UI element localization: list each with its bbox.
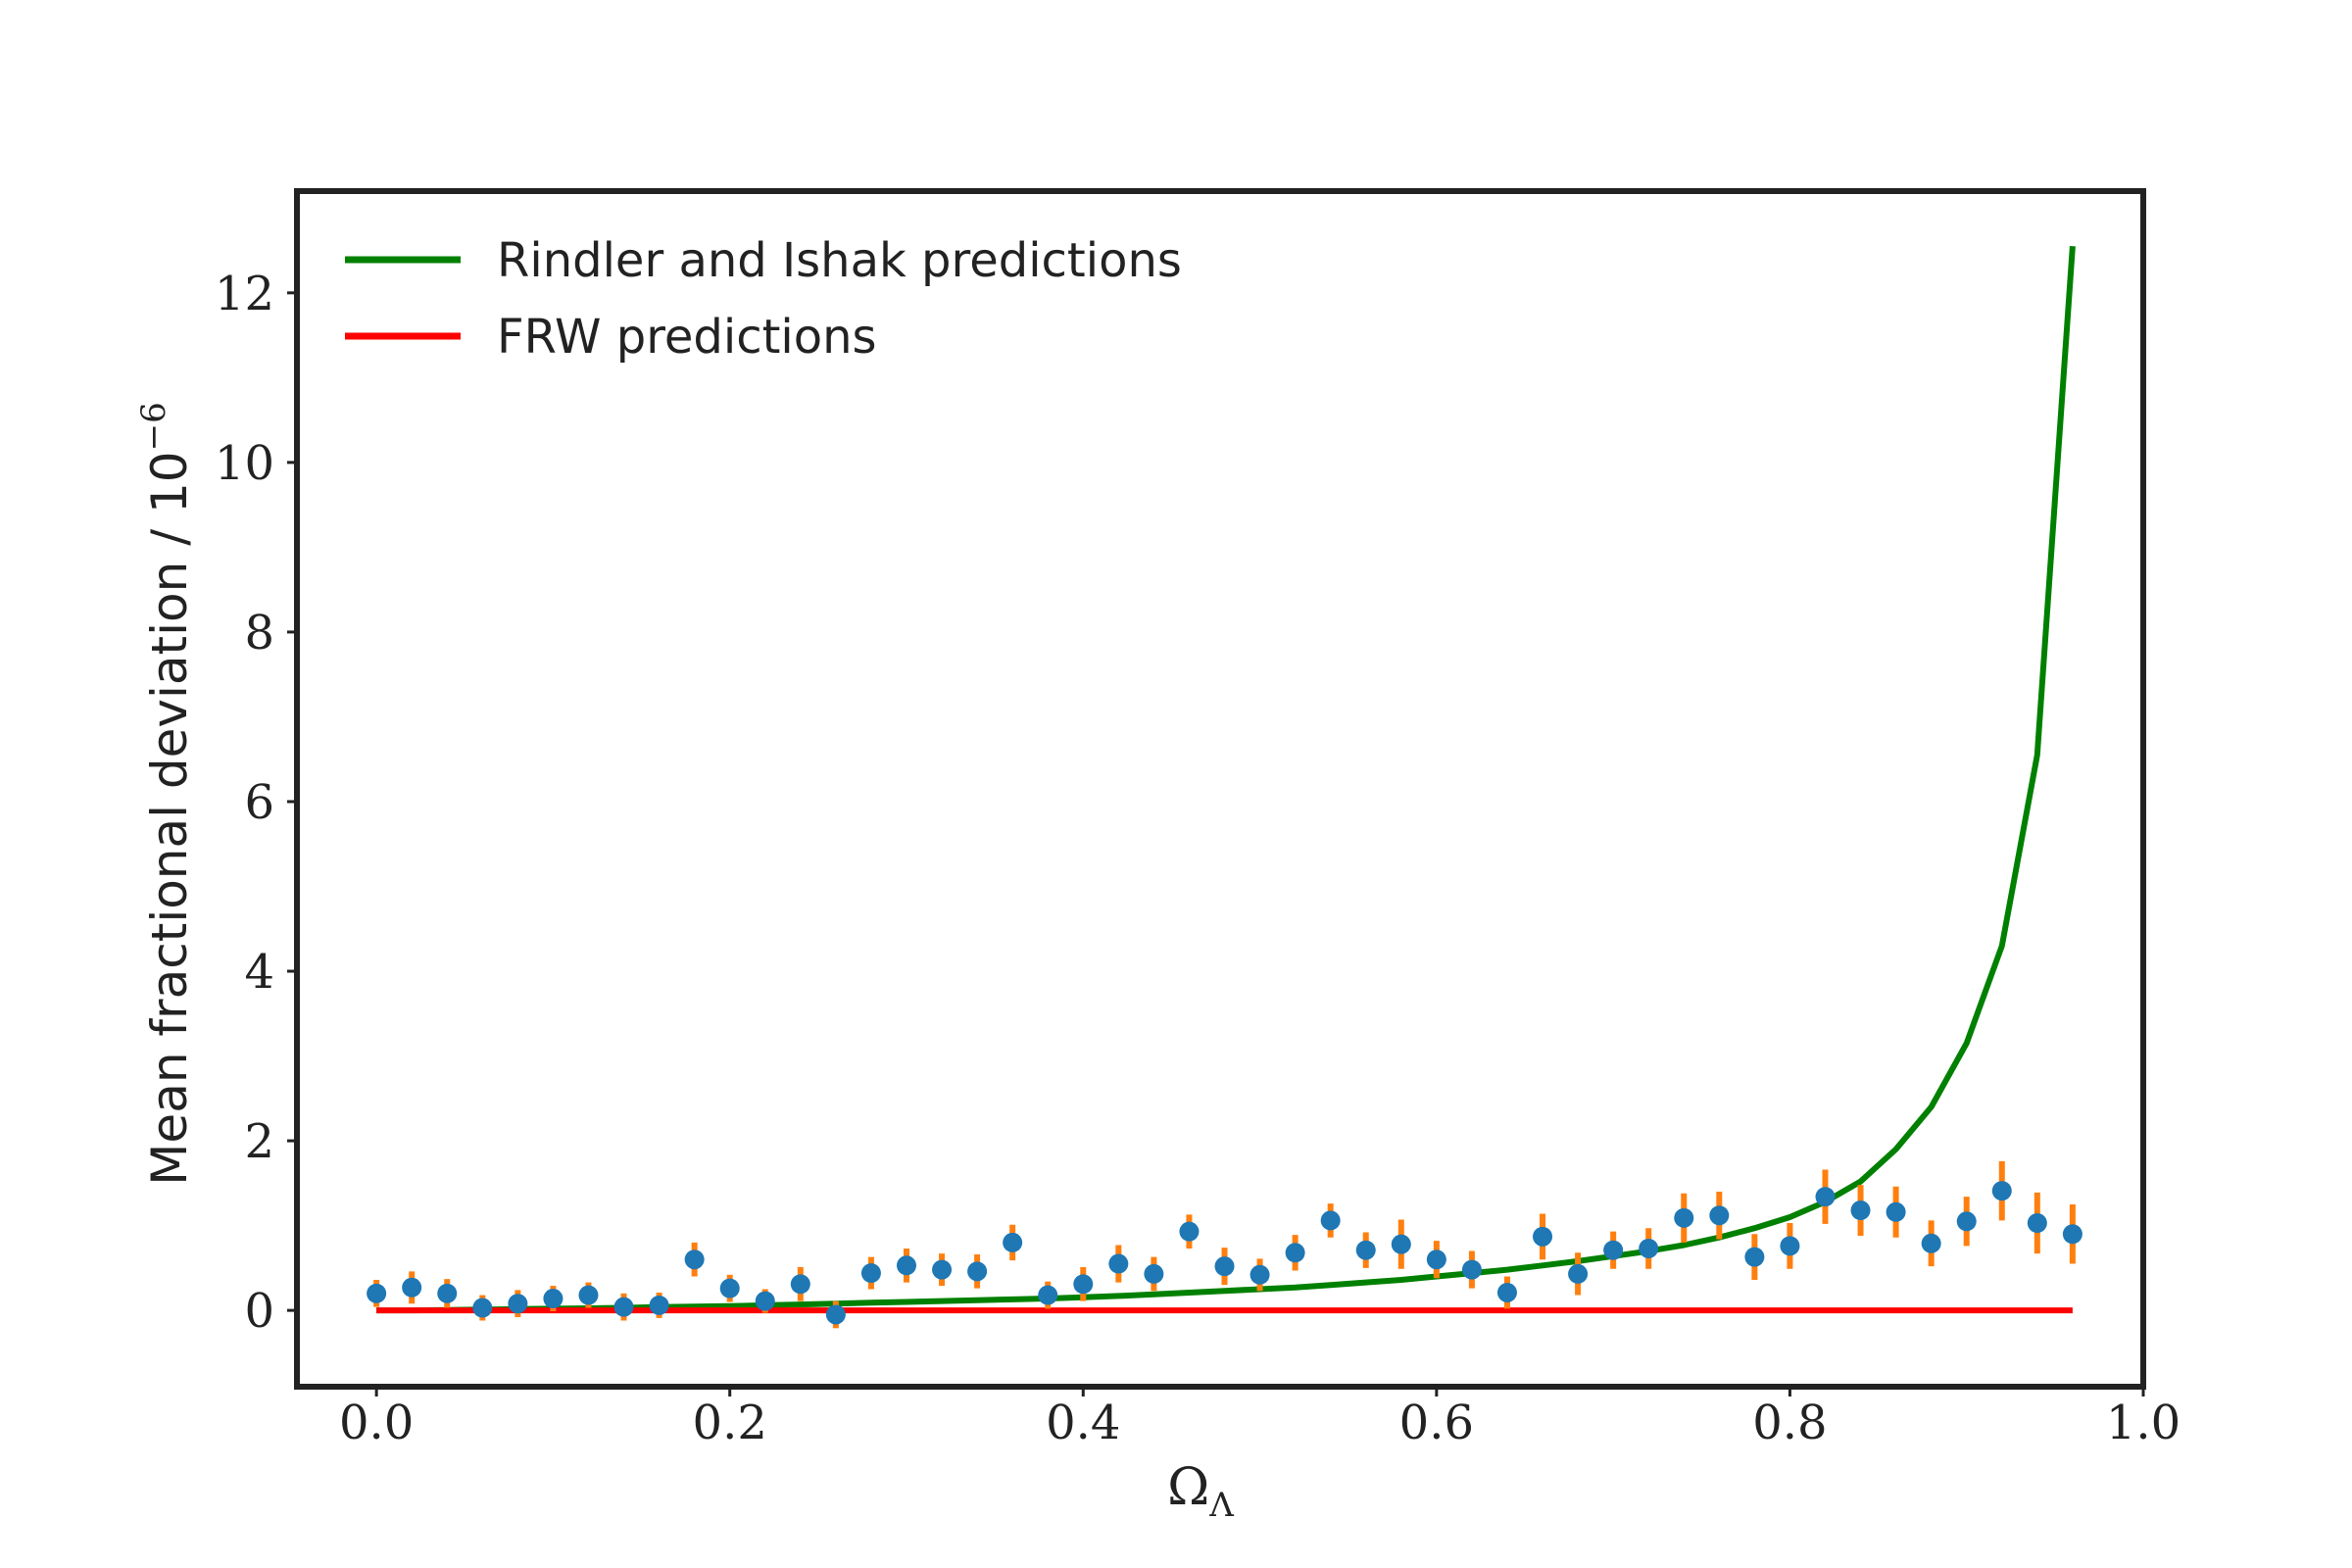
data-point — [1179, 1221, 1200, 1242]
data-point — [896, 1255, 916, 1276]
data-point — [1108, 1253, 1129, 1274]
data-point — [508, 1294, 528, 1314]
data-point — [1639, 1238, 1659, 1258]
data-point — [1285, 1243, 1305, 1263]
data-point — [1886, 1201, 1906, 1222]
data-point — [1214, 1256, 1235, 1277]
data-point — [1991, 1181, 2012, 1201]
data-point — [1568, 1263, 1589, 1284]
x-tick-label: 0.0 — [339, 1396, 414, 1450]
data-point — [860, 1263, 881, 1284]
data-point — [578, 1285, 599, 1305]
legend-label-frw: FRW predictions — [497, 310, 877, 365]
data-point — [437, 1283, 458, 1303]
data-point — [1603, 1240, 1624, 1260]
data-point — [1815, 1187, 1836, 1207]
data-point — [367, 1283, 387, 1303]
data-point — [1921, 1233, 1941, 1253]
data-point — [1144, 1263, 1164, 1284]
data-point — [1426, 1250, 1446, 1270]
data-point — [825, 1304, 846, 1325]
legend: Rindler and Ishak predictions FRW predic… — [345, 233, 1182, 365]
data-point — [543, 1289, 564, 1309]
x-axis-label: ΩΛ — [1167, 1458, 1234, 1525]
data-point — [1780, 1236, 1800, 1256]
data-point — [1355, 1240, 1376, 1260]
y-axis-ticks: 0 2 4 6 8 10 12 — [215, 267, 297, 1339]
y-tick-label: 8 — [244, 606, 274, 661]
data-point — [1956, 1211, 1977, 1232]
y-axis-label-text: Mean fractional deviation / 10 — [141, 451, 198, 1185]
data-point — [684, 1250, 705, 1270]
data-point — [1533, 1226, 1553, 1247]
y-axis-label-exponent: −6 — [134, 402, 173, 451]
data-point — [1073, 1274, 1094, 1295]
y-axis-label: Mean fractional deviation / 10−6 — [134, 402, 198, 1185]
x-tick-label: 0.6 — [1399, 1396, 1474, 1450]
data-point — [1320, 1210, 1341, 1231]
data-point — [755, 1291, 775, 1311]
data-point — [1496, 1282, 1517, 1302]
y-tick-label: 6 — [244, 775, 274, 830]
data-point — [402, 1277, 422, 1298]
data-point — [1038, 1285, 1058, 1305]
data-point — [1391, 1234, 1411, 1254]
x-tick-label: 1.0 — [2106, 1396, 2180, 1450]
data-point — [2062, 1224, 2082, 1245]
x-tick-label: 0.4 — [1046, 1396, 1120, 1450]
x-axis-label-base: Ω — [1167, 1458, 1209, 1517]
x-axis-ticks: 0.0 0.2 0.4 0.6 0.8 1.0 — [339, 1387, 2180, 1450]
y-tick-label: 4 — [244, 945, 274, 1000]
y-tick-label: 2 — [244, 1114, 274, 1169]
data-point — [1003, 1232, 1023, 1252]
data-point — [649, 1295, 669, 1315]
data-point — [932, 1259, 953, 1280]
plot-frame — [294, 188, 2146, 1390]
data-point — [1674, 1207, 1694, 1228]
data-point — [790, 1274, 810, 1295]
data-point — [1250, 1264, 1270, 1285]
legend-label-rindler: Rindler and Ishak predictions — [497, 233, 1182, 288]
y-tick-label: 10 — [215, 436, 274, 491]
x-axis-label-subscript: Λ — [1208, 1486, 1234, 1525]
data-point — [1709, 1205, 1730, 1226]
data-point — [613, 1297, 634, 1317]
data-point — [1850, 1200, 1871, 1221]
y-tick-label: 0 — [244, 1284, 274, 1339]
x-tick-label: 0.2 — [693, 1396, 767, 1450]
data-point — [2027, 1213, 2047, 1234]
data-point — [1461, 1259, 1482, 1280]
plot-area — [367, 245, 2082, 1329]
data-point — [472, 1298, 493, 1318]
data-point — [719, 1278, 740, 1298]
x-tick-label: 0.8 — [1752, 1396, 1827, 1450]
y-tick-label: 12 — [215, 267, 274, 321]
data-point — [967, 1261, 988, 1282]
data-point — [1744, 1247, 1765, 1267]
